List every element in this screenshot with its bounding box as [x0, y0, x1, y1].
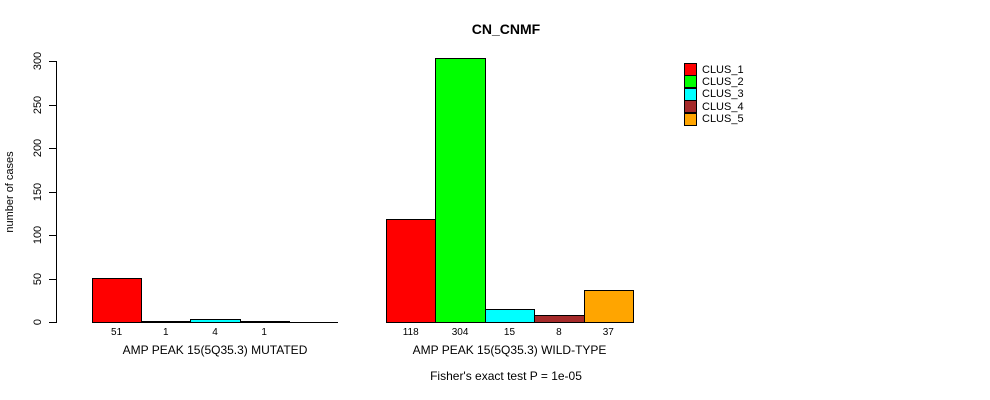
legend-item: CLUS_1: [684, 63, 744, 76]
legend-swatch-clus_3: [684, 87, 697, 101]
y-tick-label: 250: [32, 95, 44, 114]
footer-note: Fisher's exact test P = 1e-05: [430, 369, 582, 383]
group-label: AMP PEAK 15(5Q35.3) MUTATED: [122, 343, 308, 357]
legend-label: CLUS_4: [702, 100, 744, 113]
bar-count-label: 304: [451, 327, 469, 338]
bar-clus_2: [141, 321, 192, 323]
y-tick-label: 200: [32, 138, 44, 158]
legend-swatch-clus_2: [684, 75, 697, 89]
group-label: AMP PEAK 15(5Q35.3) WILD-TYPE: [412, 343, 607, 357]
legend-item: CLUS_3: [684, 87, 744, 101]
bar-count-label: 1: [261, 327, 267, 338]
bar-clus_1: [92, 278, 143, 323]
bar-clus_1: [386, 219, 437, 323]
y-axis-tick: [49, 322, 56, 323]
legend-item: CLUS_2: [684, 75, 744, 89]
legend-item: CLUS_5: [684, 112, 744, 126]
y-axis-tick: [49, 278, 56, 280]
bar-count-label: 1: [163, 327, 169, 338]
y-tick-label: 100: [32, 225, 44, 245]
bar-clus_3: [484, 309, 536, 323]
bar-clus_4: [239, 321, 290, 323]
y-tick-label: 50: [32, 272, 44, 285]
bar-clus_3: [190, 319, 241, 323]
bar-count-label: 37: [602, 327, 614, 338]
legend-label: CLUS_1: [702, 63, 744, 76]
bar-count-label: 118: [402, 327, 419, 338]
bar-count-label: 8: [556, 327, 562, 338]
legend-label: CLUS_5: [702, 113, 744, 126]
bar-clus_2: [435, 58, 486, 323]
legend-swatch-clus_4: [684, 100, 697, 114]
legend-label: CLUS_2: [702, 75, 744, 88]
bar-count-label: 15: [503, 327, 516, 338]
y-tick-label: 0: [32, 318, 44, 326]
y-axis-tick: [49, 235, 56, 236]
bar-count-label: 4: [212, 327, 218, 338]
y-axis-tick: [49, 191, 56, 193]
y-axis-tick: [49, 148, 56, 149]
bar-count-label: 51: [111, 327, 123, 338]
legend-swatch-clus_5: [684, 112, 697, 126]
bar-clus_4: [534, 315, 585, 323]
legend: CLUS_1 CLUS_2 CLUS_3 CLUS_4 CLUS_5: [684, 63, 794, 129]
chart-title: CN_CNMF: [471, 21, 541, 37]
bar-clus_5: [583, 290, 634, 323]
y-axis-tick: [49, 61, 56, 62]
legend-item: CLUS_4: [684, 100, 744, 114]
legend-label: CLUS_3: [702, 88, 744, 101]
legend-swatch-clus_1: [684, 63, 697, 76]
y-tick-label: 300: [32, 51, 44, 71]
y-axis-line: [56, 61, 57, 323]
y-axis-tick: [49, 104, 56, 106]
y-tick-label: 150: [32, 182, 44, 201]
